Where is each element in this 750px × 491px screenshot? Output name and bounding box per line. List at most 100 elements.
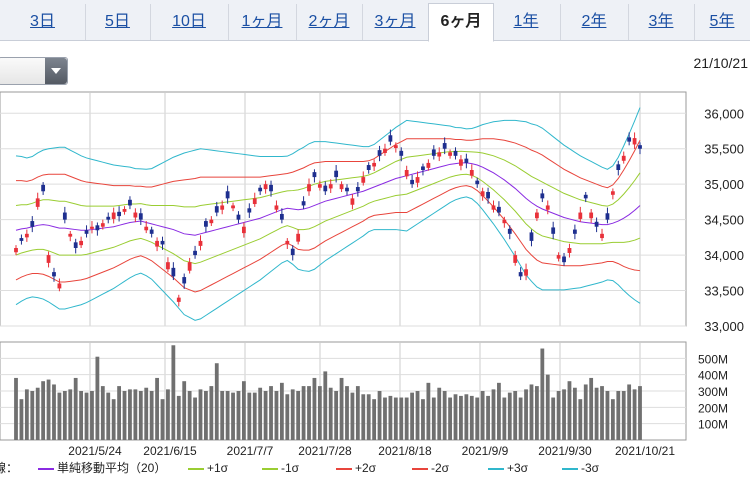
candle-body	[356, 187, 360, 191]
volume-bar	[220, 391, 224, 440]
volume-bar	[497, 383, 501, 440]
candle-body	[606, 213, 610, 219]
candle-body	[546, 205, 550, 209]
legend-swatch	[262, 468, 278, 470]
candle-body	[557, 255, 561, 259]
volume-bar	[524, 389, 528, 440]
volume-tick-label: 300M	[698, 385, 728, 399]
candle-body	[497, 207, 501, 213]
legend-item: 単純移動平均（20）	[38, 460, 166, 476]
candle-body	[52, 272, 56, 276]
candle-body	[410, 180, 414, 184]
candle-body	[204, 221, 208, 227]
candle-body	[443, 143, 447, 149]
candle-body	[378, 150, 382, 156]
candle-body	[215, 206, 219, 212]
candle-body	[540, 193, 544, 198]
volume-bar	[117, 386, 121, 440]
volume-bar	[106, 393, 110, 440]
candle-body	[313, 172, 317, 177]
candle-body	[486, 192, 490, 198]
candle-body	[600, 234, 604, 238]
volume-bar	[481, 391, 485, 440]
volume-bar	[622, 391, 626, 440]
legend-swatch	[412, 468, 428, 470]
volume-bar	[36, 388, 40, 440]
volume-bar	[150, 391, 154, 440]
legend-label: -1σ	[281, 461, 299, 475]
legend-swatch	[38, 468, 54, 470]
candle-body	[237, 215, 241, 220]
volume-bar	[14, 378, 18, 440]
candle-body	[226, 191, 230, 198]
candle-body	[166, 262, 170, 269]
volume-tick-label: 200M	[698, 401, 728, 415]
volume-bar	[242, 381, 246, 440]
candle-body	[394, 145, 398, 148]
y-tick-label: 34,000	[704, 248, 744, 263]
y-tick-label: 33,500	[704, 284, 744, 299]
volume-tick-label: 500M	[698, 352, 728, 366]
volume-bar	[41, 381, 45, 440]
candle-body	[535, 213, 539, 219]
volume-bar	[530, 384, 534, 440]
volume-bar	[139, 391, 143, 440]
candle-body	[68, 234, 72, 237]
candle-body	[188, 262, 192, 271]
volume-bar	[486, 396, 490, 440]
candle-body	[285, 241, 289, 245]
candle-body	[231, 205, 235, 208]
legend-swatch	[336, 468, 352, 470]
volume-bar	[247, 393, 251, 440]
volume-bar	[171, 345, 175, 440]
volume-bar	[112, 399, 116, 440]
candle-body	[329, 184, 333, 188]
legend-label: +1σ	[207, 461, 228, 475]
legend-label: +2σ	[355, 461, 376, 475]
volume-bar	[161, 399, 165, 440]
volume-bar	[258, 388, 262, 440]
candle-body	[508, 229, 512, 234]
volume-bar	[361, 394, 365, 440]
candle-body	[562, 257, 566, 263]
candle-body	[90, 227, 94, 229]
candle-body	[573, 230, 577, 234]
legend-item: +2σ	[336, 460, 376, 476]
volume-bar	[30, 391, 34, 440]
candle-body	[95, 225, 99, 230]
legend-item: +1σ	[188, 460, 228, 476]
candle-body	[253, 198, 257, 204]
volume-bar	[627, 384, 631, 440]
candle-body	[209, 220, 213, 224]
volume-bar	[182, 381, 186, 440]
candle-body	[112, 213, 116, 219]
candle-body	[139, 213, 143, 219]
volume-bar	[52, 384, 56, 440]
candle-body	[416, 177, 420, 183]
candle-body	[264, 184, 268, 189]
candle-body	[584, 195, 588, 199]
volume-bar	[416, 391, 420, 440]
candle-body	[627, 137, 631, 141]
candle-body	[128, 200, 132, 206]
candle-body	[399, 151, 403, 156]
volume-bar	[144, 388, 148, 440]
volume-bar	[334, 391, 338, 440]
volume-bar	[68, 389, 72, 440]
volume-bar	[269, 386, 273, 440]
volume-bar	[595, 388, 599, 440]
candle-body	[171, 268, 175, 277]
x-tick-label: 2021/8/18	[378, 444, 432, 458]
volume-bar	[421, 399, 425, 440]
volume-bar	[313, 378, 317, 440]
candle-body	[638, 145, 642, 149]
candle-body	[177, 298, 181, 302]
candle-body	[242, 227, 246, 233]
volume-bar	[502, 398, 506, 440]
price-chart: 36,00035,50035,00034,50034,00033,50033,0…	[0, 0, 750, 460]
candle-body	[258, 188, 262, 192]
candle-body	[459, 159, 463, 165]
volume-bar	[470, 396, 474, 440]
candle-body	[345, 188, 349, 192]
volume-bar	[606, 391, 610, 440]
